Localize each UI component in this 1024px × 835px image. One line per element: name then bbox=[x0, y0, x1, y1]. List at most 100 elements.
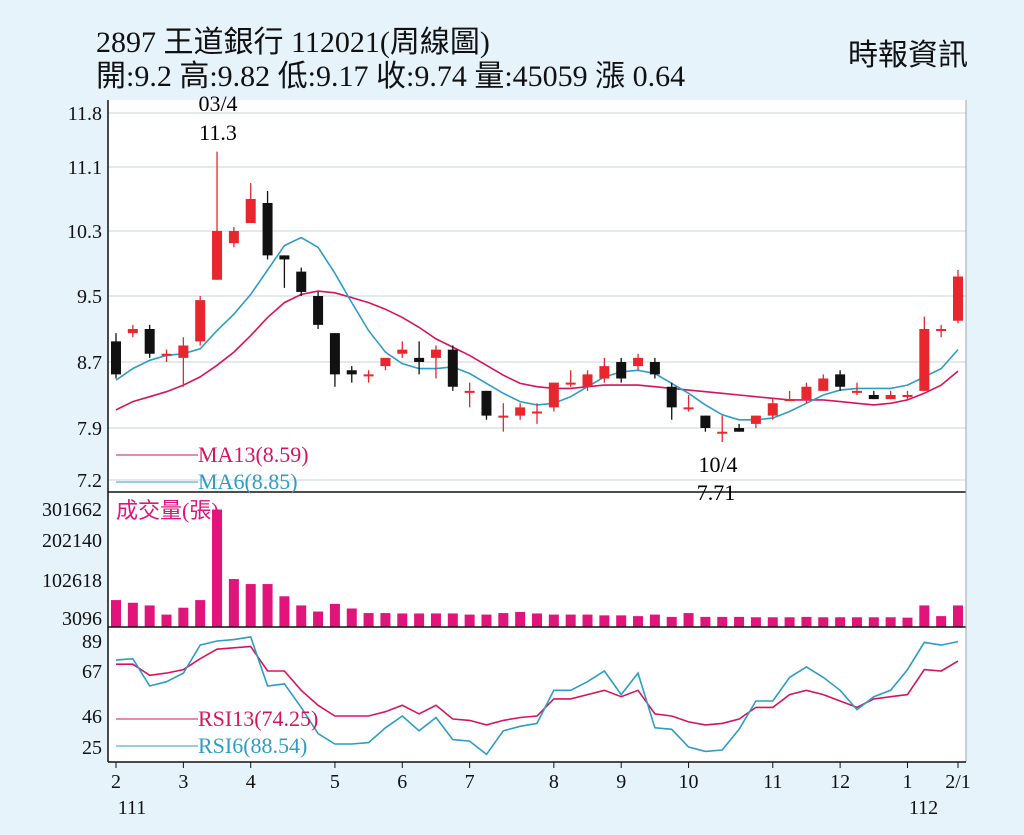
volume-bar bbox=[228, 579, 239, 627]
x-tick-label: 2 bbox=[111, 771, 121, 793]
candle-body bbox=[565, 382, 576, 385]
candle-body bbox=[851, 390, 862, 393]
volume-bar bbox=[481, 614, 492, 627]
volume-bar bbox=[750, 617, 761, 627]
volume-bar bbox=[380, 613, 391, 627]
x-tick-label: 2/1 bbox=[945, 771, 971, 793]
volume-bar bbox=[582, 614, 593, 627]
x-tick-label: 8 bbox=[549, 771, 559, 793]
ma13-legend-label: MA13(8.59) bbox=[198, 442, 309, 467]
candle-body bbox=[262, 203, 273, 256]
x-tick-label: 9 bbox=[616, 771, 626, 793]
candle-body bbox=[885, 395, 896, 400]
x-tick-label: 11 bbox=[763, 771, 782, 793]
rsi-tick-label: 89 bbox=[82, 631, 102, 653]
candle-body bbox=[616, 362, 627, 379]
candle-body bbox=[127, 329, 138, 334]
volume-bar bbox=[801, 616, 812, 627]
volume-bar bbox=[346, 608, 357, 627]
price-tick-label: 11.1 bbox=[68, 157, 102, 179]
source-label: 時報資訊 bbox=[848, 39, 968, 72]
candle-body bbox=[228, 231, 239, 244]
volume-bar bbox=[397, 613, 408, 627]
volume-bar bbox=[144, 605, 155, 627]
candle-body bbox=[464, 390, 475, 393]
rsi-tick-label: 67 bbox=[82, 661, 102, 683]
x-tick-label: 5 bbox=[330, 771, 340, 793]
volume-bar bbox=[262, 584, 273, 627]
candle-body bbox=[447, 349, 458, 387]
candle-body bbox=[868, 395, 879, 400]
candle-body bbox=[178, 345, 189, 358]
price-tick-label: 11.8 bbox=[68, 103, 102, 125]
volume-bar bbox=[111, 600, 121, 627]
candle-body bbox=[936, 329, 947, 331]
volume-bar bbox=[515, 611, 526, 627]
candle-body bbox=[397, 349, 408, 354]
volume-bar bbox=[178, 607, 189, 627]
candle-body bbox=[313, 296, 324, 325]
volume-bar bbox=[700, 616, 711, 627]
x-tick-label: 7 bbox=[465, 771, 475, 793]
volume-bar bbox=[616, 615, 627, 627]
candle-body bbox=[111, 341, 121, 375]
candle-body bbox=[481, 390, 492, 416]
volume-bar bbox=[599, 615, 610, 627]
candle-body bbox=[582, 374, 593, 387]
x-tick-label: 10 bbox=[679, 771, 699, 793]
rsi13-legend-label: RSI13(74.25) bbox=[198, 706, 318, 731]
low-annotation-value: 7.71 bbox=[697, 480, 736, 505]
rsi-tick-label: 46 bbox=[82, 706, 102, 728]
volume-bars bbox=[111, 509, 963, 627]
candle-body bbox=[784, 399, 795, 402]
rsi6-line bbox=[115, 636, 959, 756]
volume-bar bbox=[279, 596, 290, 627]
volume-bar bbox=[430, 613, 441, 627]
candle-body bbox=[515, 407, 526, 416]
high-annotation-date: 03/4 bbox=[198, 91, 237, 116]
candle-body bbox=[380, 357, 391, 367]
candlesticks bbox=[111, 151, 963, 443]
candle-body bbox=[599, 366, 610, 379]
ma13-line bbox=[115, 290, 959, 411]
candle-body bbox=[212, 231, 223, 280]
candle-body bbox=[548, 382, 559, 408]
volume-bar bbox=[498, 613, 509, 627]
price-tick-label: 9.5 bbox=[77, 286, 102, 308]
volume-bar bbox=[363, 613, 374, 627]
candle-body bbox=[649, 362, 660, 375]
volume-bar bbox=[851, 617, 862, 627]
volume-tick-label: 202140 bbox=[42, 530, 102, 552]
candle-body bbox=[195, 300, 206, 342]
chart-labels: 03/4 11.3 10/4 7.71 MA13(8.59)MA6(8.85) 成交量(張… bbox=[116, 91, 738, 758]
x-tick-label: 6 bbox=[397, 771, 407, 793]
candle-body bbox=[430, 349, 441, 358]
volume-bar bbox=[666, 616, 677, 627]
candle-body bbox=[245, 199, 256, 223]
candle-body bbox=[633, 357, 644, 367]
candle-body bbox=[363, 374, 374, 377]
candle-body bbox=[750, 415, 761, 424]
volume-bar bbox=[784, 617, 795, 627]
volume-bar bbox=[565, 614, 576, 627]
candle-body bbox=[296, 271, 307, 292]
volume-bar bbox=[717, 616, 728, 627]
x-year-label: 111 bbox=[118, 797, 147, 819]
low-annotation-date: 10/4 bbox=[698, 452, 737, 477]
volume-bar bbox=[548, 614, 559, 627]
candle-body bbox=[346, 370, 357, 375]
volume-bar bbox=[885, 617, 896, 627]
candle-body bbox=[683, 407, 694, 410]
candle-body bbox=[953, 276, 963, 321]
rsi-lines bbox=[115, 636, 959, 756]
volume-bar bbox=[329, 603, 340, 627]
volume-bar bbox=[649, 614, 660, 627]
volume-bar bbox=[902, 617, 913, 627]
volume-tick-label: 102618 bbox=[42, 570, 102, 592]
candle-body bbox=[767, 403, 778, 416]
x-tick-label: 1 bbox=[902, 771, 912, 793]
volume-bar bbox=[127, 602, 138, 627]
volume-bar bbox=[818, 617, 829, 627]
candle-body bbox=[414, 357, 425, 362]
